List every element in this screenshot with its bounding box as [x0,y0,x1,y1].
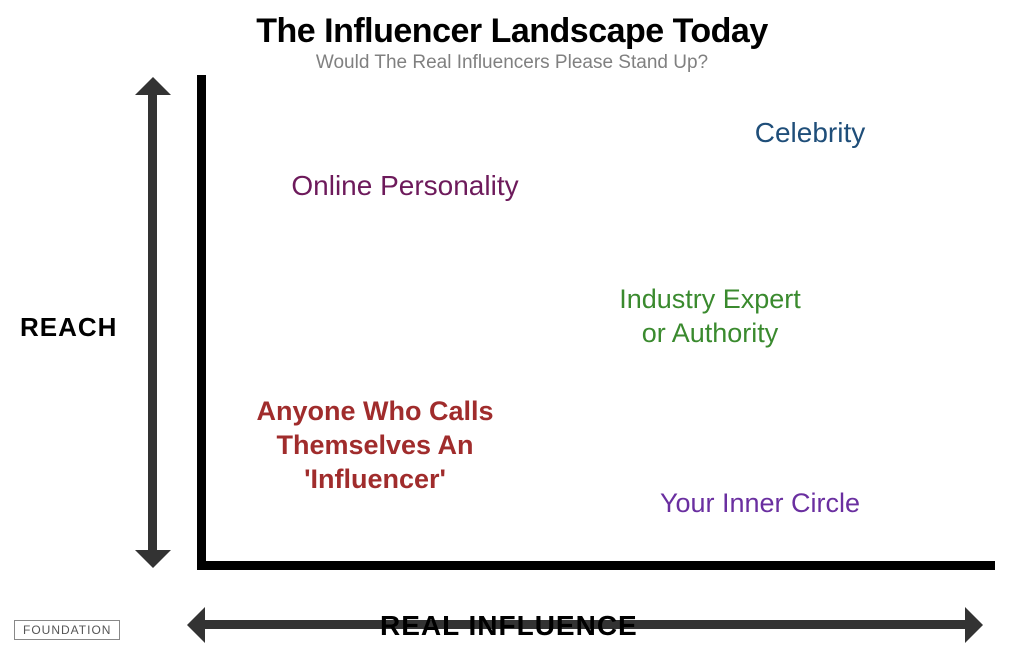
y-axis-line [197,75,206,570]
chart-canvas: The Influencer Landscape Today Would The… [0,0,1024,665]
x-axis-arrow-head-left [187,607,205,643]
x-axis-line [197,561,995,570]
x-axis-label: REAL INFLUENCE [380,610,638,642]
data-point: Online Personality [245,168,565,203]
y-axis-arrow-shaft [148,95,157,550]
data-point: Celebrity [700,115,920,150]
chart-title: The Influencer Landscape Today [0,12,1024,51]
y-axis-arrow-head-up [135,77,171,95]
chart-subtitle: Would The Real Influencers Please Stand … [0,52,1024,74]
y-axis-label: REACH [20,312,117,343]
data-point: Anyone Who Calls Themselves An 'Influenc… [220,395,530,496]
data-point: Industry Expert or Authority [560,283,860,351]
x-axis-arrow-head-right [965,607,983,643]
foundation-badge: FOUNDATION [14,620,120,640]
data-point: Your Inner Circle [610,487,910,521]
y-axis-arrow-head-down [135,550,171,568]
